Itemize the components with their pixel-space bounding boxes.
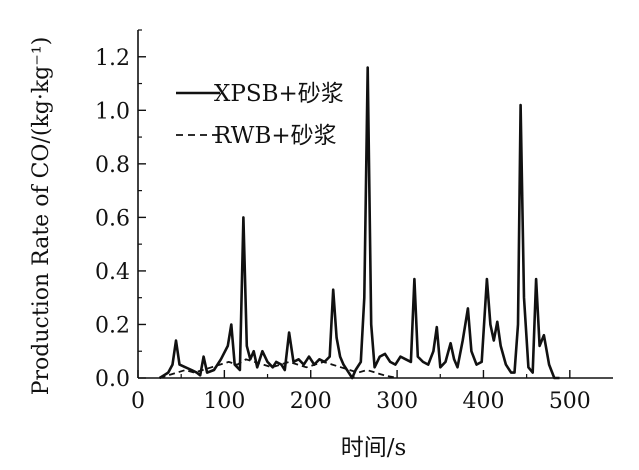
x-tick-label: 100: [203, 389, 245, 414]
x-axis-title: 时间/s: [341, 435, 407, 461]
y-tick-label: 0.8: [95, 153, 130, 178]
legend: XPSB+砂浆 RWB+砂浆: [176, 81, 344, 149]
y-tick-label: 1.0: [95, 99, 130, 124]
x-tick-label: 400: [462, 389, 504, 414]
y-tick-label: 0.0: [95, 367, 130, 392]
series-layer: [158, 66, 560, 380]
y-ticks: 0.0 0.2 0.4 0.6 0.8 1.0 1.2: [95, 29, 146, 392]
x-tick-label: 200: [290, 389, 332, 414]
y-axis-title: Production Rate of CO/(kg·kg⁻¹): [29, 37, 54, 396]
y-tick-label: 1.2: [95, 46, 130, 71]
series-line-xpsb: [158, 66, 560, 380]
legend-label-rwb: RWB+砂浆: [214, 123, 337, 149]
x-tick-label: 300: [376, 389, 418, 414]
x-ticks: 0 100 200 300 400 500: [131, 370, 591, 414]
x-tick-label: 0: [131, 389, 145, 414]
y-tick-label: 0.6: [95, 206, 130, 231]
y-tick-label: 0.4: [95, 260, 130, 285]
y-tick-label: 0.2: [95, 313, 130, 338]
series-line-rwb: [159, 358, 398, 379]
x-tick-label: 500: [549, 389, 591, 414]
legend-label-xpsb: XPSB+砂浆: [214, 81, 344, 107]
axes: [137, 30, 613, 379]
